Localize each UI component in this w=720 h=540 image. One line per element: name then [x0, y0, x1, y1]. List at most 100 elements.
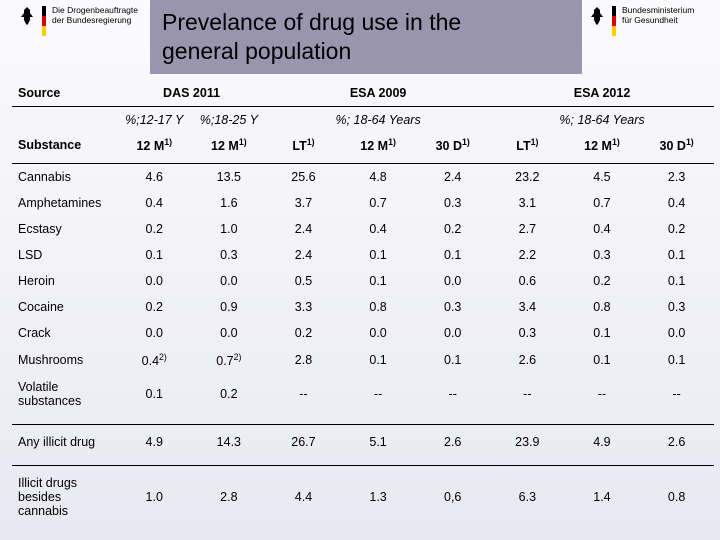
- value-cell: 0.0: [639, 320, 714, 346]
- value-cell: 0.1: [341, 268, 416, 294]
- value-cell: 0.5: [266, 268, 341, 294]
- substance-name: Cocaine: [12, 294, 117, 320]
- value-cell: 4.9: [565, 425, 640, 466]
- value-cell: 0.1: [341, 346, 416, 374]
- flag-stripes: [612, 6, 616, 36]
- value-cell: 2.4: [266, 242, 341, 268]
- ministry-left-line2: der Bundesregierung: [52, 15, 131, 25]
- value-cell: 4.9: [117, 425, 192, 466]
- header-row-age: %;12-17 Y %;18-25 Y %; 18-64 Years %; 18…: [12, 107, 714, 134]
- col-meas-6: 12 M1): [565, 133, 640, 164]
- slide: Die Drogenbeauftragte der Bundesregierun…: [0, 0, 720, 540]
- value-cell: 0.42): [117, 346, 192, 374]
- value-cell: 0.1: [117, 242, 192, 268]
- substance-name: LSD: [12, 242, 117, 268]
- value-cell: 5.1: [341, 425, 416, 466]
- value-cell: 0.1: [341, 242, 416, 268]
- value-cell: 4.6: [117, 164, 192, 191]
- substance-name: Volatile substances: [12, 374, 117, 425]
- value-cell: 4.5: [565, 164, 640, 191]
- value-cell: 0,6: [415, 466, 490, 525]
- value-cell: 0.0: [192, 268, 267, 294]
- table-row: Ecstasy0.21.02.40.40.22.70.40.2: [12, 216, 714, 242]
- table-row: Illicit drugs besides cannabis1.02.84.41…: [12, 466, 714, 525]
- col-meas-3: 12 M1): [341, 133, 416, 164]
- value-cell: 2.6: [415, 425, 490, 466]
- value-cell: 0.0: [415, 320, 490, 346]
- eagle-icon: [18, 6, 36, 26]
- col-meas-1: 12 M1): [192, 133, 267, 164]
- value-cell: 1.6: [192, 190, 267, 216]
- ministry-right-line1: Bundesministerium: [622, 5, 694, 15]
- value-cell: 0.1: [415, 242, 490, 268]
- ministry-left-text: Die Drogenbeauftragte der Bundesregierun…: [52, 6, 138, 26]
- value-cell: 2.6: [490, 346, 565, 374]
- value-cell: 0.0: [415, 268, 490, 294]
- value-cell: --: [565, 374, 640, 425]
- substance-name: Heroin: [12, 268, 117, 294]
- col-age-0: %;12-17 Y: [117, 107, 192, 134]
- col-meas-2: LT1): [266, 133, 341, 164]
- value-cell: 0.2: [117, 216, 192, 242]
- eagle-icon: [588, 6, 606, 26]
- col-age-2: %; 18-64 Years: [266, 107, 490, 134]
- value-cell: 0.3: [565, 242, 640, 268]
- ministry-right-line2: für Gesundheit: [622, 15, 678, 25]
- col-source-2: ESA 2012: [490, 82, 714, 107]
- value-cell: 2.8: [266, 346, 341, 374]
- substance-name: Amphetamines: [12, 190, 117, 216]
- value-cell: 14.3: [192, 425, 267, 466]
- ministry-right-text: Bundesministerium für Gesundheit: [622, 6, 694, 26]
- col-age-3: %; 18-64 Years: [490, 107, 714, 134]
- value-cell: 0.3: [192, 242, 267, 268]
- value-cell: 0.1: [565, 346, 640, 374]
- value-cell: 23.9: [490, 425, 565, 466]
- value-cell: 0.3: [415, 190, 490, 216]
- col-age-1: %;18-25 Y: [192, 107, 267, 134]
- value-cell: 0.1: [639, 268, 714, 294]
- value-cell: 6.3: [490, 466, 565, 525]
- value-cell: 0.1: [565, 320, 640, 346]
- value-cell: 0.8: [565, 294, 640, 320]
- value-cell: 0.3: [639, 294, 714, 320]
- value-cell: 1.4: [565, 466, 640, 525]
- table-row: Cannabis4.613.525.64.82.423.24.52.3: [12, 164, 714, 191]
- value-cell: --: [341, 374, 416, 425]
- value-cell: --: [415, 374, 490, 425]
- col-source-0: DAS 2011: [117, 82, 266, 107]
- table-row: Cocaine0.20.93.30.80.33.40.80.3: [12, 294, 714, 320]
- value-cell: 0.6: [490, 268, 565, 294]
- data-table-container: Source DAS 2011 ESA 2009 ESA 2012 %;12-1…: [12, 82, 714, 534]
- value-cell: 0.7: [565, 190, 640, 216]
- col-source-label: Source: [12, 82, 117, 107]
- value-cell: 0.1: [639, 346, 714, 374]
- value-cell: 2.7: [490, 216, 565, 242]
- logo-bmg: Bundesministerium für Gesundheit: [588, 6, 694, 36]
- header-row-source: Source DAS 2011 ESA 2009 ESA 2012: [12, 82, 714, 107]
- value-cell: 0.4: [117, 190, 192, 216]
- value-cell: 26.7: [266, 425, 341, 466]
- substance-name: Ecstasy: [12, 216, 117, 242]
- col-meas-5: LT1): [490, 133, 565, 164]
- value-cell: 0.2: [192, 374, 267, 425]
- header: Die Drogenbeauftragte der Bundesregierun…: [0, 0, 720, 78]
- ministry-left-line1: Die Drogenbeauftragte: [52, 5, 138, 15]
- value-cell: 0.1: [639, 242, 714, 268]
- table-row: Heroin0.00.00.50.10.00.60.20.1: [12, 268, 714, 294]
- value-cell: 0.2: [565, 268, 640, 294]
- value-cell: 25.6: [266, 164, 341, 191]
- page-title: Prevelance of drug use in the general po…: [162, 8, 582, 66]
- value-cell: 0.4: [565, 216, 640, 242]
- value-cell: 0.72): [192, 346, 267, 374]
- table-row: Amphetamines0.41.63.70.70.33.10.70.4: [12, 190, 714, 216]
- table-row: LSD0.10.32.40.10.12.20.30.1: [12, 242, 714, 268]
- substance-name: Illicit drugs besides cannabis: [12, 466, 117, 525]
- col-source-1: ESA 2009: [266, 82, 490, 107]
- value-cell: 0.4: [341, 216, 416, 242]
- value-cell: 0.2: [415, 216, 490, 242]
- value-cell: --: [490, 374, 565, 425]
- value-cell: 1.0: [117, 466, 192, 525]
- value-cell: 0.0: [117, 320, 192, 346]
- title-block: Prevelance of drug use in the general po…: [150, 0, 582, 74]
- substance-name: Any illicit drug: [12, 425, 117, 466]
